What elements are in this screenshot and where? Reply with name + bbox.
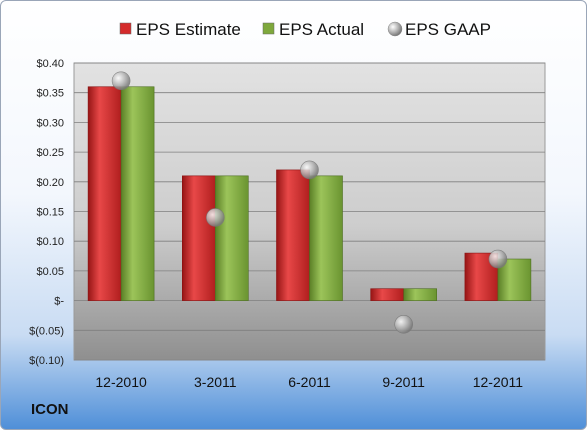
ticker-label: ICON [31,401,69,418]
y-tick-label: $(0.05) [29,325,64,337]
marker-eps-gaap [111,71,131,91]
legend-label: EPS GAAP [405,20,491,39]
marker-eps-gaap [394,315,414,334]
marker-eps-gaap [488,249,508,269]
marker-eps-gaap [300,160,319,180]
x-tick-label: 3-2011 [194,374,237,390]
legend-eps-gaap: EPS GAAP [387,20,491,39]
x-tick-label: 12-2010 [95,374,147,390]
bar-eps-estimate [182,175,216,301]
bar-eps-actual [309,175,343,301]
bar-eps-estimate [276,169,310,301]
y-tick-label: $0.20 [36,177,64,189]
bar-eps-estimate [370,288,405,301]
legend-swatch [119,22,132,35]
legend-eps-estimate: EPS Estimate [119,20,241,39]
y-tick-label: $0.30 [36,117,64,129]
y-tick-label: $0.10 [36,236,64,248]
bar-eps-actual [120,86,155,301]
y-tick-label: $0.05 [36,266,64,278]
bar-eps-actual [215,175,249,301]
x-tick-label: 9-2011 [382,374,425,390]
y-tick-label: $(0.10) [29,355,64,367]
x-tick-label: 12-2011 [473,374,524,390]
legend-label: EPS Actual [279,20,364,39]
legend-swatch [262,22,275,35]
bar-eps-estimate [87,86,122,301]
x-tick-label: 6-2011 [288,374,331,390]
marker-eps-gaap [206,208,225,227]
y-tick-label: $0.40 [36,58,64,70]
bar-eps-actual [403,288,438,301]
legend-swatch [387,21,403,37]
legend-eps-actual: EPS Actual [262,20,364,39]
y-tick-label: $0.25 [36,147,64,159]
legend-label: EPS Estimate [136,20,241,39]
y-tick-label: $- [54,296,64,308]
y-tick-label: $0.35 [36,88,64,100]
y-tick-label: $0.15 [36,207,64,219]
